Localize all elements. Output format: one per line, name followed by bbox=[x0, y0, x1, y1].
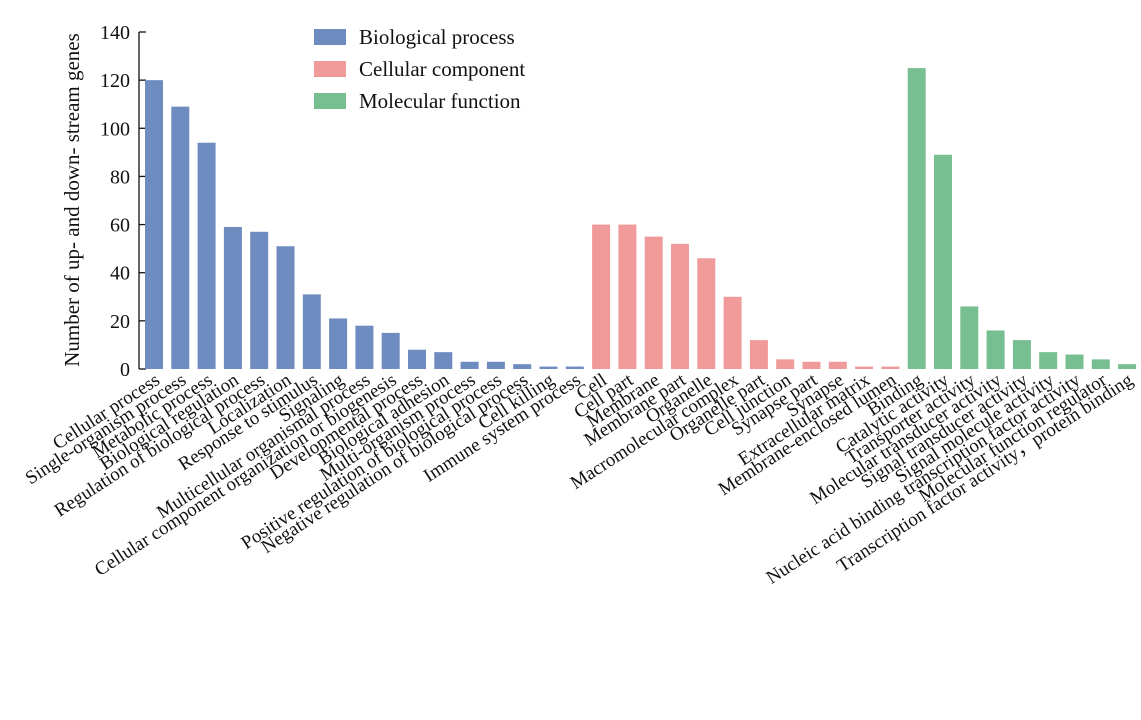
bar bbox=[749, 340, 768, 369]
bar bbox=[723, 296, 742, 369]
y-tick-label: 120 bbox=[100, 70, 130, 92]
legend-label: Cellular component bbox=[359, 57, 525, 81]
bar bbox=[1118, 364, 1137, 369]
bars bbox=[145, 68, 1137, 370]
legend-label: Biological process bbox=[359, 25, 515, 49]
y-tick-label: 60 bbox=[110, 215, 130, 237]
bar bbox=[302, 294, 321, 369]
legend-swatch bbox=[314, 29, 346, 45]
legend: Biological process Cellular component Mole… bbox=[314, 25, 525, 113]
legend-swatch bbox=[314, 61, 346, 77]
bar bbox=[1012, 340, 1031, 369]
y-axis-title: Number of up- and down- stream genes bbox=[60, 33, 84, 367]
bar bbox=[145, 80, 163, 370]
bar bbox=[881, 366, 900, 369]
axes: 0 20 40 60 80 100 120 140 bbox=[100, 22, 146, 381]
bar bbox=[381, 332, 400, 369]
bar bbox=[986, 330, 1005, 369]
y-tick-label: 100 bbox=[100, 118, 130, 140]
bar bbox=[907, 68, 926, 369]
legend-label: Molecular function bbox=[359, 89, 521, 113]
legend-swatch bbox=[314, 93, 346, 109]
bar bbox=[618, 224, 637, 369]
bar bbox=[802, 361, 821, 369]
bar bbox=[855, 366, 874, 369]
y-tick-label: 80 bbox=[110, 166, 130, 188]
y-tick-label: 20 bbox=[110, 311, 130, 333]
bar bbox=[776, 359, 795, 369]
bar bbox=[565, 366, 584, 369]
bar bbox=[276, 246, 295, 369]
bar bbox=[1039, 352, 1058, 369]
bar bbox=[460, 361, 479, 369]
bar bbox=[592, 224, 611, 369]
bar bbox=[329, 318, 348, 369]
bar bbox=[960, 306, 979, 369]
bar bbox=[1091, 359, 1110, 369]
bar bbox=[671, 243, 689, 369]
bar bbox=[486, 361, 505, 369]
bar bbox=[828, 361, 847, 369]
y-tick-label: 0 bbox=[120, 359, 130, 381]
bar bbox=[697, 258, 716, 369]
bar bbox=[408, 349, 426, 369]
y-tick-label: 40 bbox=[110, 263, 130, 285]
bar bbox=[513, 364, 532, 369]
bar bbox=[355, 325, 374, 369]
y-tick-label: 140 bbox=[100, 22, 130, 44]
bar bbox=[197, 142, 216, 369]
bar bbox=[644, 236, 663, 369]
bar bbox=[539, 366, 558, 369]
bar bbox=[171, 106, 190, 369]
bar bbox=[223, 226, 242, 369]
bar bbox=[250, 231, 269, 369]
bar bbox=[934, 154, 952, 369]
bar bbox=[434, 352, 453, 369]
bar bbox=[1065, 354, 1084, 369]
